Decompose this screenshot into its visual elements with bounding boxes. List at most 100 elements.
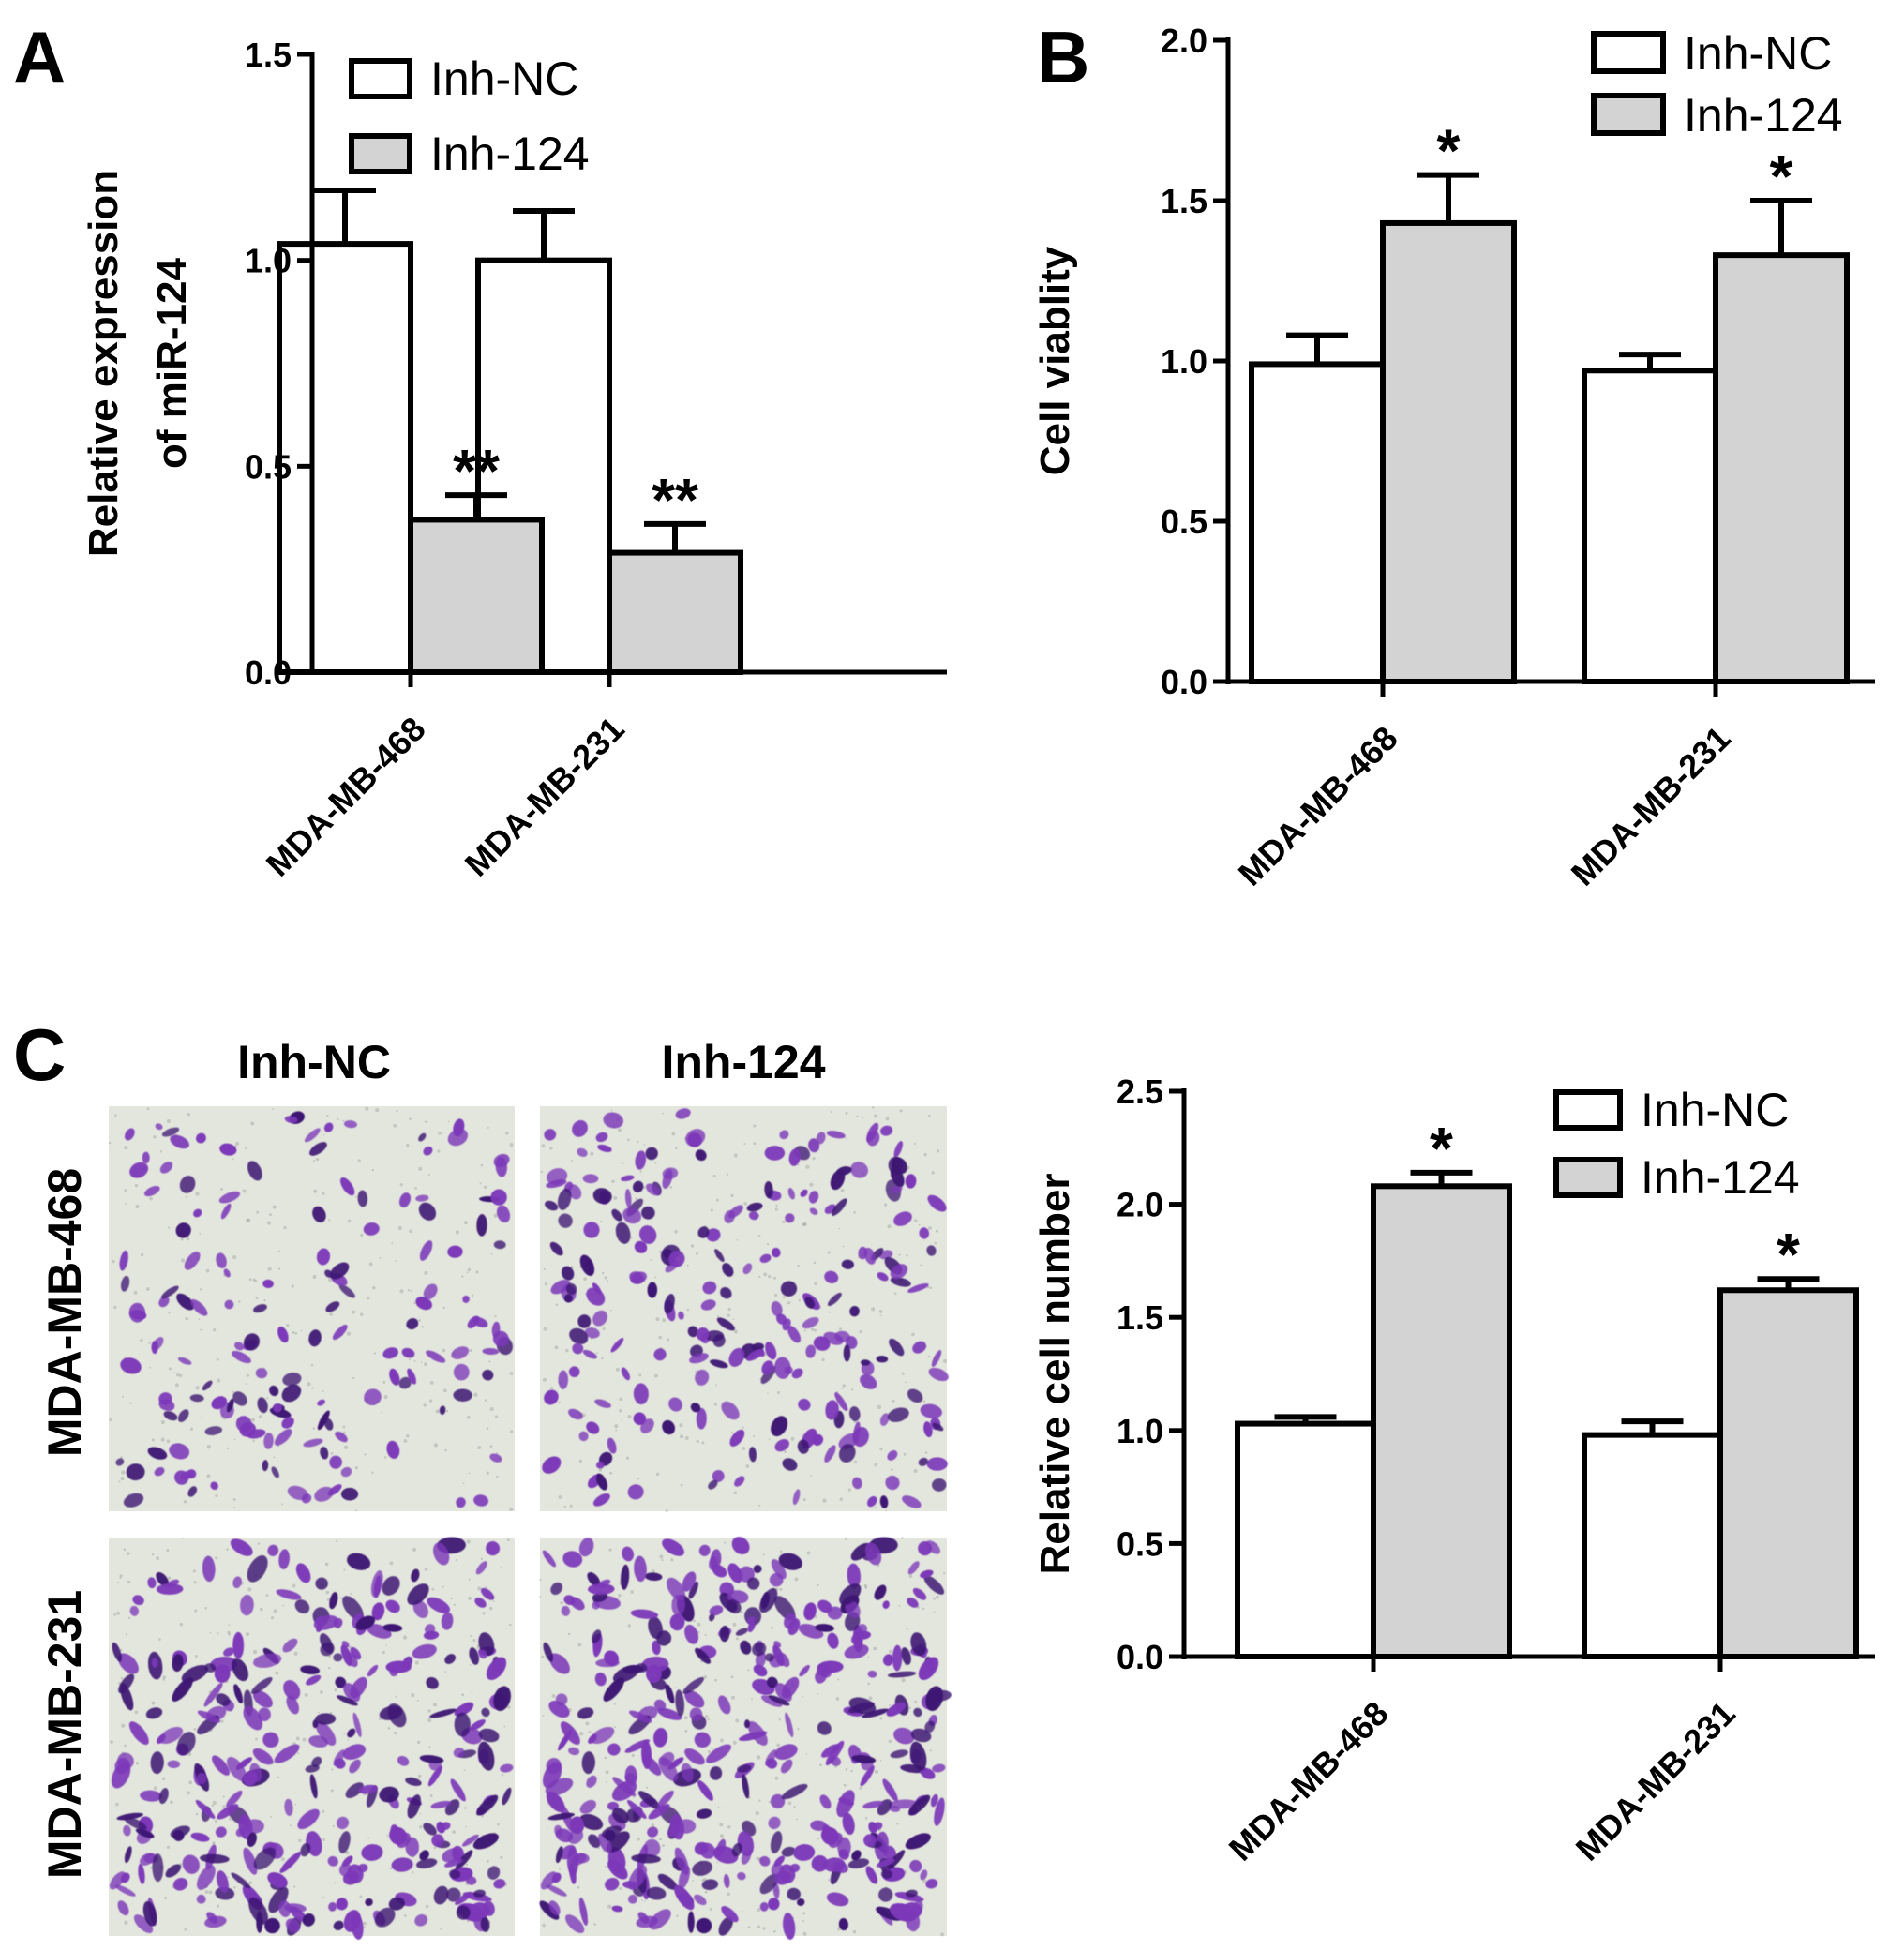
membrane-pore: [248, 1881, 253, 1885]
stained-cell: [355, 1615, 376, 1630]
stained-cell: [824, 1445, 836, 1462]
stained-cell: [700, 1299, 716, 1311]
stained-cell: [601, 1825, 622, 1838]
membrane-pore: [162, 1675, 167, 1680]
stained-cell: [925, 1879, 938, 1889]
stained-cell: [550, 1582, 562, 1596]
legend-label-inh-124: Inh-124: [430, 128, 590, 180]
stained-cell: [118, 1653, 139, 1674]
membrane-pore: [896, 1822, 899, 1825]
membrane-pore: [888, 1649, 892, 1654]
stained-cell: [743, 1719, 750, 1729]
membrane-pore: [695, 1252, 698, 1255]
stained-cell: [886, 1702, 907, 1717]
membrane-pore: [120, 1648, 123, 1652]
stained-cell: [605, 1877, 620, 1891]
stained-cell: [230, 1538, 253, 1556]
stained-cell: [152, 1337, 164, 1351]
stained-cell: [865, 1866, 878, 1884]
stained-cell: [909, 1741, 927, 1771]
stained-cell: [890, 1749, 908, 1759]
stained-cell: [598, 1833, 612, 1853]
stained-cell: [349, 1759, 361, 1774]
membrane-pore: [455, 1230, 460, 1235]
stained-cell: [864, 1542, 882, 1566]
stained-cell: [352, 1712, 362, 1738]
stained-cell: [204, 1426, 223, 1435]
membrane-pore: [650, 1259, 652, 1261]
membrane-pore: [790, 1436, 795, 1441]
stained-cell: [721, 1401, 740, 1420]
membrane-pore: [661, 1558, 664, 1562]
stained-cell: [930, 1793, 938, 1808]
stained-cell: [764, 1181, 773, 1199]
stained-cell: [889, 1338, 905, 1357]
membrane-pore: [803, 1329, 807, 1332]
membrane-pore: [363, 1921, 367, 1926]
stained-cell: [578, 1431, 589, 1442]
stained-cell: [172, 1654, 184, 1672]
x-tick-label-mda-mb-231: MDA-MB-231: [1564, 719, 1738, 893]
stained-cell: [848, 1406, 861, 1421]
membrane-pore: [779, 1587, 783, 1592]
stained-cell: [561, 1605, 571, 1616]
stained-cell: [888, 1156, 904, 1175]
membrane-pore: [757, 1925, 761, 1929]
stained-cell: [887, 1407, 909, 1422]
membrane-pore: [892, 1399, 895, 1402]
stained-cell: [235, 1827, 247, 1838]
stained-cell: [119, 1250, 128, 1271]
stained-cell: [645, 1147, 658, 1161]
membrane-pore: [885, 1117, 890, 1121]
membrane-pore: [845, 1767, 848, 1771]
membrane-pore: [329, 1711, 333, 1715]
membrane-pore: [277, 1268, 281, 1270]
stained-cell: [329, 1592, 338, 1610]
membrane-pore: [539, 1578, 542, 1582]
membrane-pore: [500, 1855, 503, 1859]
stained-cell: [412, 1643, 437, 1659]
membrane-pore: [715, 1198, 719, 1202]
stained-cell: [401, 1347, 415, 1358]
stained-cell: [778, 1652, 790, 1668]
membrane-pore: [200, 1328, 202, 1331]
stained-cell: [791, 1368, 803, 1379]
membrane-pore: [873, 1114, 877, 1118]
membrane-pore: [627, 1624, 632, 1628]
stained-cell: [595, 1132, 608, 1143]
bar-inh-124-mda-mb-468: [1380, 219, 1517, 684]
membrane-pore: [772, 1276, 776, 1280]
membrane-pore: [407, 1288, 411, 1292]
stained-cell: [243, 1771, 258, 1786]
stained-cell: [155, 1123, 163, 1131]
stained-cell: [129, 1162, 149, 1178]
significance-marker: *: [1430, 1115, 1453, 1182]
stained-cell: [622, 1546, 635, 1562]
stained-cell: [843, 1344, 851, 1362]
membrane-pore: [416, 1740, 421, 1745]
membrane-pore: [716, 1861, 718, 1864]
stained-cell: [549, 1241, 563, 1256]
membrane-pore: [609, 1471, 613, 1475]
stained-cell: [768, 1816, 781, 1830]
membrane-pore: [934, 1241, 937, 1245]
stained-cell: [830, 1169, 846, 1191]
stained-cell: [902, 1902, 922, 1919]
stained-cell: [844, 1643, 869, 1659]
membrane-pore: [670, 1557, 674, 1562]
stained-cell: [592, 1629, 602, 1643]
membrane-pore: [116, 1582, 120, 1584]
membrane-pore: [838, 1227, 841, 1230]
membrane-pore: [942, 1571, 946, 1575]
membrane-pore: [716, 1314, 719, 1317]
membrane-pore: [802, 1222, 807, 1226]
stained-cell: [433, 1885, 449, 1905]
membrane-pore: [704, 1715, 709, 1718]
membrane-pore: [712, 1175, 716, 1178]
stained-cell: [607, 1437, 617, 1454]
membrane-pore: [357, 1159, 361, 1162]
stained-cell: [712, 1845, 739, 1864]
membrane-pore: [145, 1287, 150, 1291]
membrane-pore: [153, 1786, 157, 1791]
membrane-pore: [802, 1912, 806, 1915]
